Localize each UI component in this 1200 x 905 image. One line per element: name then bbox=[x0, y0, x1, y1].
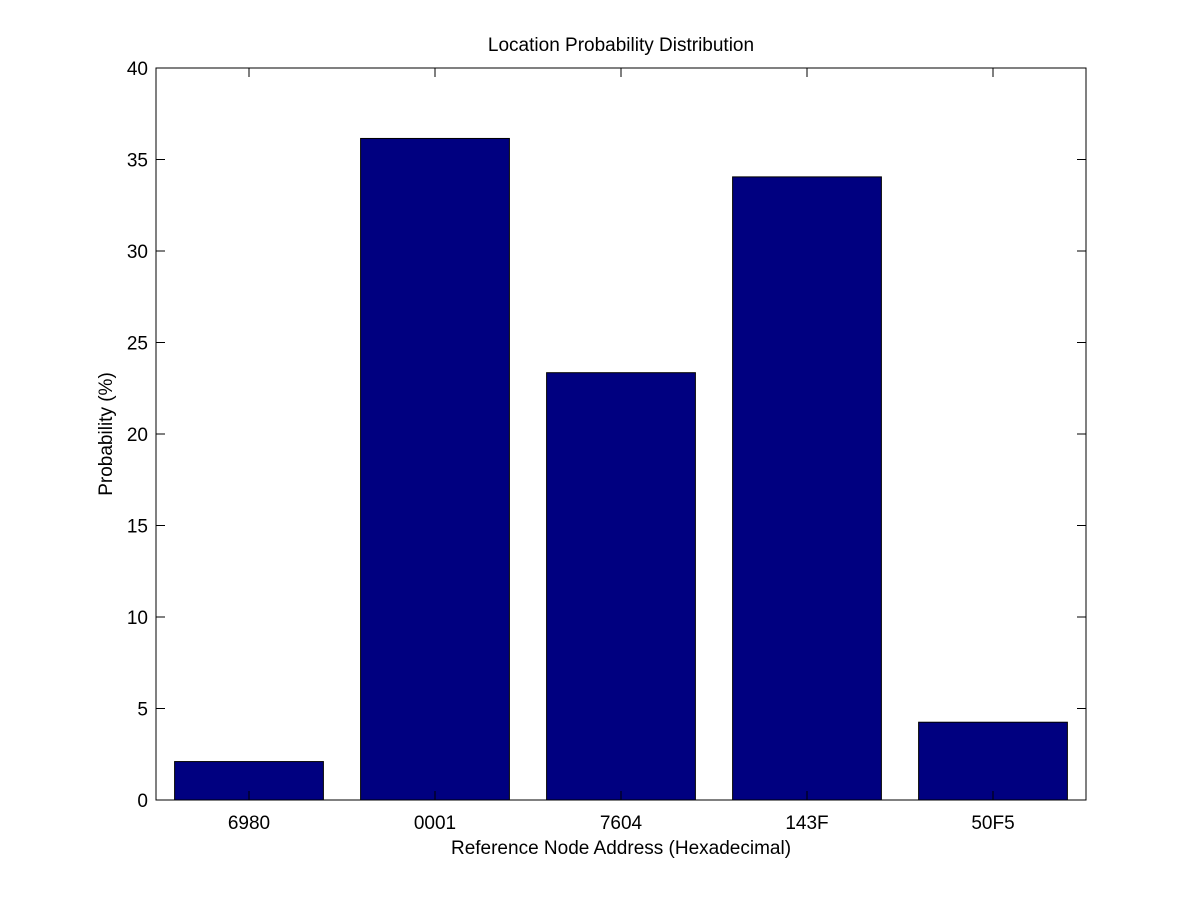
bar-143F bbox=[732, 176, 882, 801]
bar-0001 bbox=[360, 137, 510, 801]
x-axis-label: Reference Node Address (Hexadecimal) bbox=[451, 838, 791, 859]
x-tick-labels: 6980 0001 7604 143F 50F5 bbox=[228, 813, 1015, 834]
y-tick-label: 30 bbox=[127, 242, 148, 263]
bar-50F5 bbox=[918, 721, 1068, 801]
y-axis-label: Probability (%) bbox=[96, 372, 117, 496]
y-tick-label: 5 bbox=[137, 700, 148, 721]
x-tick-label: 7604 bbox=[600, 813, 643, 834]
y-tick-label: 0 bbox=[137, 791, 148, 812]
y-tick-label: 35 bbox=[127, 151, 148, 172]
y-tick-label: 10 bbox=[127, 608, 148, 629]
x-tick-label: 143F bbox=[785, 813, 828, 834]
x-tick-label: 0001 bbox=[414, 813, 456, 834]
x-tick-label: 50F5 bbox=[971, 813, 1014, 834]
axis-ticks bbox=[156, 67, 1086, 801]
chart-title: Location Probability Distribution bbox=[488, 35, 754, 56]
y-tick-label: 25 bbox=[127, 334, 148, 355]
x-tick-label: 6980 bbox=[228, 813, 270, 834]
y-tick-labels: 0 5 10 15 20 25 30 35 40 bbox=[127, 59, 148, 812]
y-tick-label: 15 bbox=[127, 517, 148, 538]
bar-series bbox=[174, 137, 1068, 801]
y-tick-label: 20 bbox=[127, 425, 148, 446]
bar-7604 bbox=[546, 372, 696, 801]
y-tick-label: 40 bbox=[127, 59, 148, 80]
plot-area-frame bbox=[155, 67, 1087, 801]
